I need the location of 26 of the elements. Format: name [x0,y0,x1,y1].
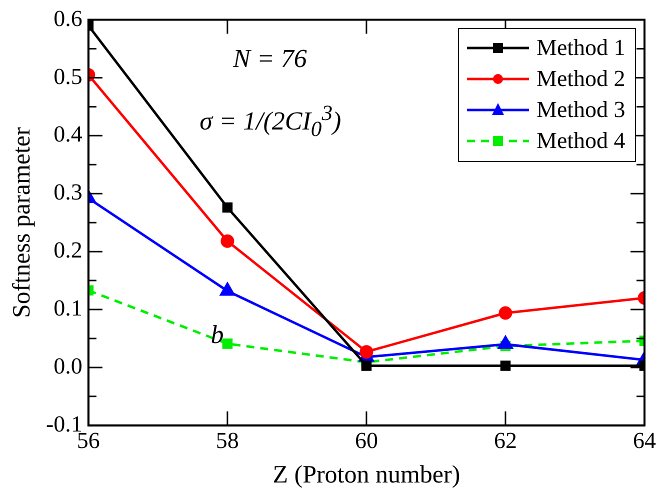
y-tick-label: 0.0 [54,354,82,379]
y-tick-label: 0.3 [54,180,82,205]
point [498,306,512,320]
legend-label: Method 4 [536,128,626,154]
legend-label: Method 1 [536,35,626,62]
y-tick-label: 0.5 [54,64,82,89]
annotation: b [210,320,224,350]
y-axis-title: Softness parameter [8,126,36,318]
x-tick-label: 64 [633,428,656,454]
point [361,360,372,371]
x-tick-label: 58 [216,428,239,454]
y-tick-label: 0.1 [54,296,82,321]
annotation: N = 76 [232,44,307,74]
y-tick-label: 0.4 [54,122,83,147]
x-tick-label: 62 [494,428,517,454]
x-tick-label: 60 [354,428,378,454]
y-tick-label: 0.6 [54,6,82,31]
legend-label: Method 2 [536,66,626,92]
annotation: σ = 1/(2CI$_{0}$$^{3}$) [200,100,342,142]
point [360,345,374,359]
point [500,360,511,371]
legend-label: Method 3 [536,97,626,124]
x-axis-title: Z (Proton number) [272,462,460,489]
y-tick-label: 0.2 [54,238,82,263]
point [222,202,233,213]
point [220,234,234,248]
